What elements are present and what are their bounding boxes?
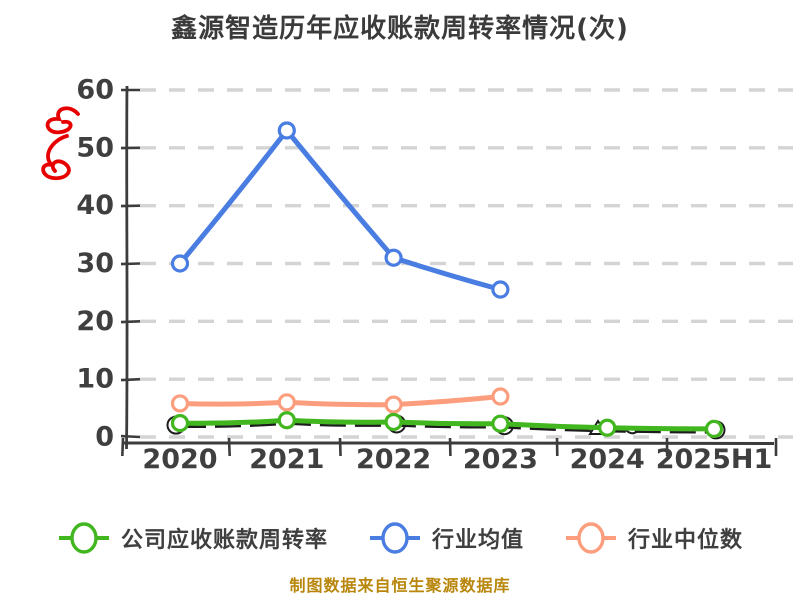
legend-circle [381,522,409,554]
series-industry-avg-marker [170,254,190,273]
x-tick-label: 2021 [249,444,324,475]
y-axis-spine [125,85,129,450]
series-company-marker [704,419,724,439]
legend-item-1: 行业均值 [368,520,524,556]
legend-marker-icon [369,522,420,554]
chart-title: 鑫源智造历年应收账款周转率情况(次) [171,14,629,44]
y-tick-label: 60 [76,75,114,106]
x-tick-label: 2023 [463,444,538,475]
series-industry-avg-line [177,126,503,293]
y-tick [120,320,141,324]
series-company-marker [491,414,510,433]
y-tick-label: 40 [76,190,114,221]
x-tick-label: 2020 [142,444,217,475]
series-company-marker [384,412,403,432]
x-tick-label: 2024 [570,444,645,475]
y-tick-label: 10 [76,364,114,395]
legend-circle [70,522,98,554]
y-tick-label: 0 [95,422,114,453]
legend-item-0: 公司应收账款周转率 [57,520,328,556]
plot-area: 0 10 20 30 40 50 60 2020 2021 2022 2023 2024 2025H1 [41,75,793,475]
legend-label: 行业均值 [431,528,524,553]
legend: 公司应收账款周转率 行业均值 行业中位数 [0,516,800,560]
legend-label: 行业中位数 [628,528,744,553]
legend-circle [577,522,605,554]
y-tick [120,434,141,439]
series-company-marker [598,418,617,437]
series-industry-median-marker [491,387,510,406]
legend-marker-icon [58,522,109,554]
legend-label: 公司应收账款周转率 [120,528,328,553]
y-tick-label: 20 [76,306,114,337]
legend-marker-icon [566,522,616,554]
series-industry-median-marker [170,394,190,413]
series-industry-median-marker [384,395,403,414]
data-source-note: 制图数据来自恒生聚源数据库 [289,576,511,595]
x-tick [121,437,125,457]
y-tick-label: 50 [76,132,114,163]
series-industry-median-line [177,394,503,408]
y-axis-unit-scribble [41,106,80,181]
series-industry-avg-marker [491,280,510,299]
scribble-stroke [41,134,71,181]
series-company-marker [170,414,190,433]
legend-item-2: 行业中位数 [564,520,743,556]
y-tick [120,262,141,266]
series-company-marker [277,411,296,430]
series-industry-avg-marker [277,121,296,140]
x-tick [338,437,342,457]
series-industry-avg-marker [384,248,403,267]
x-tick [227,437,231,457]
x-tick-label: 2025H1 [656,444,773,475]
y-tick [120,377,141,382]
y-tick-label: 30 [76,248,114,279]
series-company-line [177,417,717,432]
scribble-stroke [45,106,80,135]
series-industry-median-marker [277,393,296,412]
company-sketch-underline [179,422,715,434]
x-tick-label: 2022 [356,444,431,475]
